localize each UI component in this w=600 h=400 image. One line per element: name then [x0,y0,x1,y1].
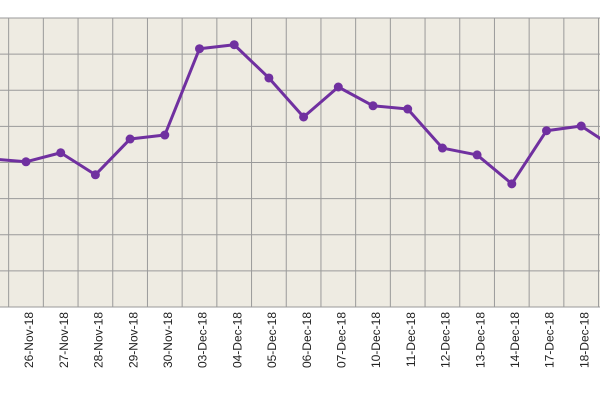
x-tick-label: 03-Dec-18 [196,312,210,368]
data-point [542,126,551,136]
data-point [437,143,447,153]
x-tick-label: 13-Dec-18 [473,312,487,368]
x-tick-label: 07-Dec-18 [334,312,348,368]
data-point [264,73,274,83]
x-tick-label: 29-Nov-18 [126,312,140,368]
data-point [229,40,239,50]
x-tick-label: 30-Nov-18 [161,312,175,368]
data-point [403,104,413,114]
data-point [507,179,517,189]
data-point [125,134,135,144]
data-point [472,150,482,160]
data-point [21,157,31,167]
x-tick-label: 11-Dec-18 [404,312,418,367]
data-point [56,148,66,158]
x-tick-label: Nov-18 [0,312,1,351]
x-tick-label: 18-Dec-18 [577,312,591,368]
x-tick-label: 28-Nov-18 [92,312,106,368]
data-point [90,170,100,180]
x-tick-label: 10-Dec-18 [369,312,383,368]
x-tick-label: 06-Dec-18 [300,312,314,368]
data-point [299,112,309,122]
data-point [576,121,586,131]
x-tick-label: 14-Dec-18 [508,312,522,368]
data-point [160,130,170,140]
data-point [368,101,378,111]
x-tick-label: 27-Nov-18 [57,312,71,368]
x-tick-label: 12-Dec-18 [439,312,453,368]
x-tick-label: 17-Dec-18 [543,312,557,368]
x-tick-label: 05-Dec-18 [265,312,279,368]
x-tick-label: 26-Nov-18 [22,312,36,368]
x-tick-label: 04-Dec-18 [230,312,244,368]
data-point [195,44,204,54]
data-point [333,82,343,92]
